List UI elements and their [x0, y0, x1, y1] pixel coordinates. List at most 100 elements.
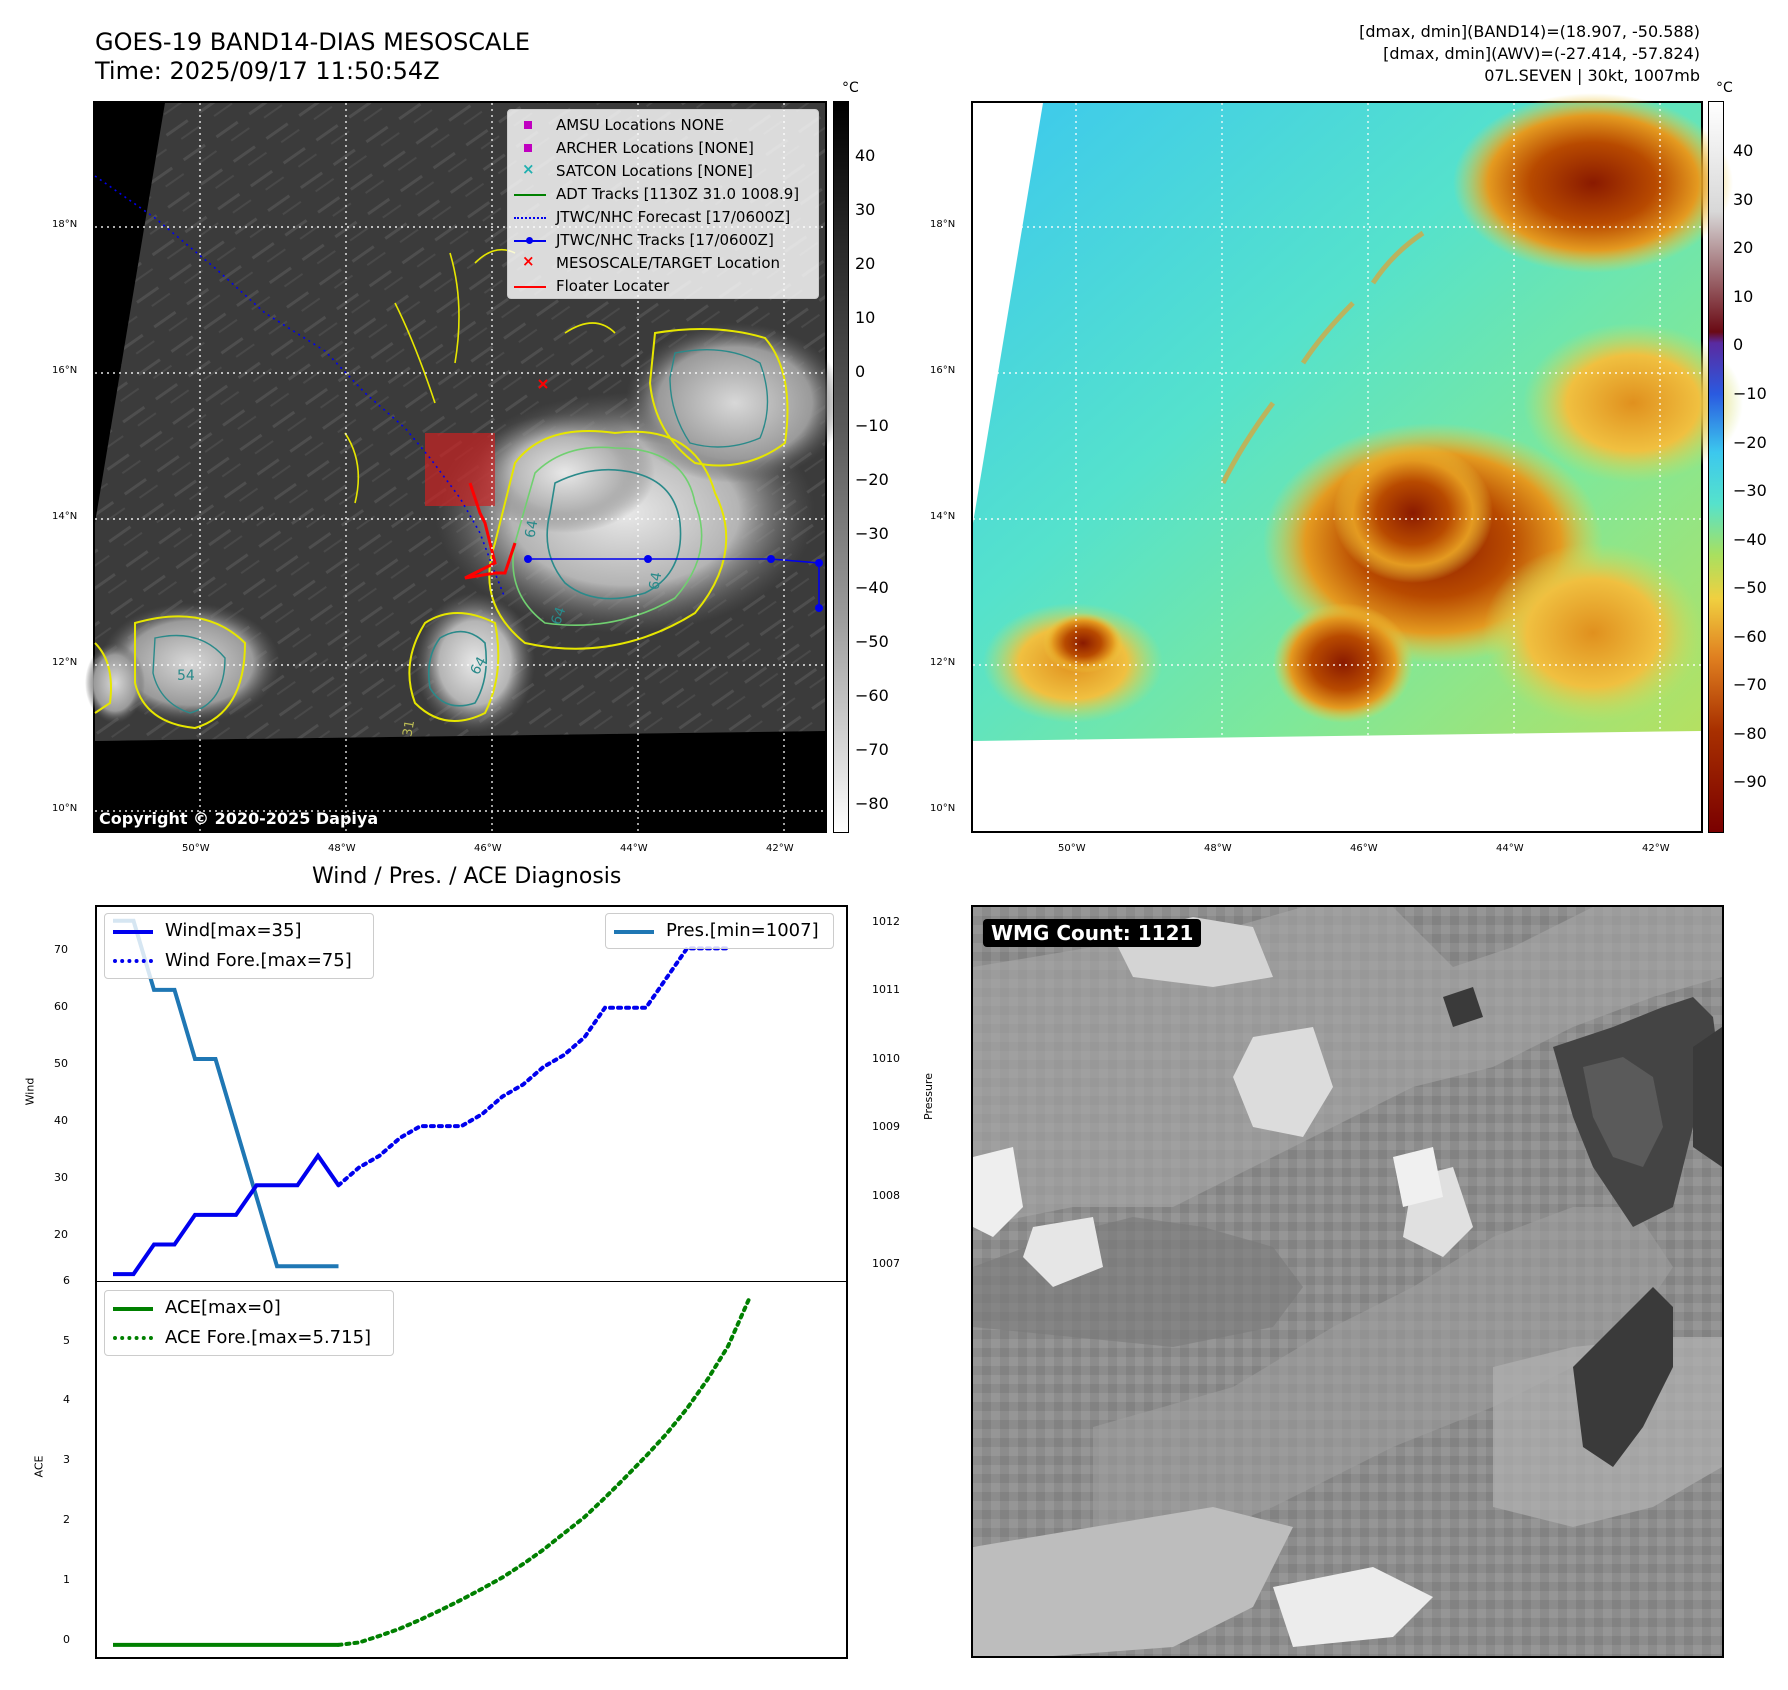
awv-lat-16: 16°N	[930, 365, 956, 376]
magenta-square-icon	[524, 121, 532, 129]
ace-ytick-6: 6	[63, 1274, 70, 1287]
legend-label-adt: ADT Tracks [1130Z 31.0 1008.9]	[556, 185, 800, 203]
awv-colorbar-unit: °C	[1716, 80, 1733, 96]
awv-info-line3: 07L.SEVEN | 30kt, 1007mb	[1484, 66, 1700, 85]
legend-row-tracks: JTWC/NHC Tracks [17/0600Z]	[508, 229, 820, 251]
pres-swatch-icon	[614, 930, 654, 934]
awv-cb-m10: −10	[1733, 384, 1767, 403]
ir-lat-10: 10°N	[52, 803, 78, 814]
awv-lat-10: 10°N	[930, 803, 956, 814]
pres-legend: Pres.[min=1007]	[605, 913, 834, 949]
wmg-count-badge: WMG Count: 1121	[983, 919, 1202, 947]
diag-title: Wind / Pres. / ACE Diagnosis	[312, 864, 622, 889]
wind-ytick-30: 30	[54, 1171, 68, 1184]
ace-plot-frame	[95, 1281, 848, 1659]
ir-cb-m70: −70	[855, 740, 889, 759]
wind-fore-swatch-icon	[113, 959, 153, 963]
ir-cb-10: 10	[855, 308, 876, 327]
ace-ytick-2: 2	[63, 1513, 70, 1526]
ir-colorbar-unit: °C	[842, 80, 859, 96]
ace-ytick-4: 4	[63, 1393, 70, 1406]
legend-row-floater: Floater Locater	[508, 275, 820, 297]
legend-label-archer: ARCHER Locations [NONE]	[556, 139, 754, 157]
wind-ytick-40: 40	[54, 1114, 68, 1127]
ace-ytick-1: 1	[63, 1573, 70, 1586]
contour-label-6: 31	[400, 719, 419, 738]
legend-row-amsu: AMSU Locations NONE	[508, 114, 820, 136]
ir-cb-m60: −60	[855, 686, 889, 705]
awv-cb-m40: −40	[1733, 530, 1767, 549]
ir-lat-16: 16°N	[52, 365, 78, 376]
wind-legend: Wind[max=35] Wind Fore.[max=75]	[104, 913, 374, 979]
legend-label-ace: ACE[max=0]	[165, 1297, 281, 1318]
wind-ytick-60: 60	[54, 1000, 68, 1013]
ir-cb-0: 0	[855, 362, 866, 381]
contour-label-4: 54	[177, 668, 195, 684]
contour-label-2: 64	[646, 570, 666, 592]
ir-lon-50: 50°W	[182, 843, 210, 854]
legend-label-pres: Pres.[min=1007]	[666, 920, 819, 941]
ir-cb-m50: −50	[855, 632, 889, 651]
awv-cb-m60: −60	[1733, 627, 1767, 646]
wind-ylabel: Wind	[23, 1077, 37, 1106]
legend-label-floater: Floater Locater	[556, 277, 670, 295]
awv-map-imagery	[973, 93, 1743, 831]
ir-lat-18: 18°N	[52, 219, 78, 230]
ir-title-line2: Time: 2025/09/17 11:50:54Z	[95, 57, 440, 85]
legend-row-target: × MESOSCALE/TARGET Location	[508, 252, 820, 274]
awv-lat-18: 18°N	[930, 219, 956, 230]
magenta-square-icon	[524, 144, 532, 152]
awv-cb-m70: −70	[1733, 675, 1767, 694]
legend-row-wind-fore: Wind Fore.[max=75]	[105, 948, 375, 974]
ir-lat-12: 12°N	[52, 657, 78, 668]
ir-cb-m10: −10	[855, 416, 889, 435]
ir-cb-m30: −30	[855, 524, 889, 543]
awv-cb-30: 30	[1733, 190, 1754, 209]
awv-cb-40: 40	[1733, 141, 1754, 160]
ir-cb-30: 30	[855, 200, 876, 219]
awv-cb-20: 20	[1733, 238, 1754, 257]
ir-cb-m40: −40	[855, 578, 889, 597]
awv-lon-44: 44°W	[1496, 843, 1524, 854]
legend-label-tracks: JTWC/NHC Tracks [17/0600Z]	[556, 231, 774, 249]
ace-legend: ACE[max=0] ACE Fore.[max=5.715]	[104, 1290, 394, 1356]
legend-label-forecast: JTWC/NHC Forecast [17/0600Z]	[556, 208, 791, 226]
pres-ytick-1007: 1007	[872, 1257, 900, 1270]
awv-cb-m20: −20	[1733, 433, 1767, 452]
awv-lat-14: 14°N	[930, 511, 956, 522]
green-line-icon	[514, 194, 546, 196]
awv-map	[971, 93, 1743, 833]
legend-row-wind: Wind[max=35]	[105, 918, 375, 944]
awv-cb-0: 0	[1733, 335, 1744, 354]
ir-cb-m20: −20	[855, 470, 889, 489]
blue-dotted-line-icon	[514, 217, 546, 219]
ir-cb-20: 20	[855, 254, 876, 273]
ir-lat-14: 14°N	[52, 511, 78, 522]
ir-title-line1: GOES-19 BAND14-DIAS MESOSCALE	[95, 28, 531, 56]
wind-series-line	[113, 1152, 341, 1277]
awv-cb-m80: −80	[1733, 724, 1767, 743]
awv-info-line2: [dmax, dmin](AWV)=(-27.414, -57.824)	[1383, 44, 1700, 63]
awv-cb-m90: −90	[1733, 772, 1767, 791]
cyan-x-icon: ×	[522, 160, 535, 178]
red-line-icon	[514, 286, 546, 288]
pres-ytick-1010: 1010	[872, 1052, 900, 1065]
legend-label-ace-fore: ACE Fore.[max=5.715]	[165, 1327, 372, 1348]
ir-cb-m80: −80	[855, 794, 889, 813]
awv-cb-m50: −50	[1733, 578, 1767, 597]
legend-label-amsu: AMSU Locations NONE	[556, 116, 725, 134]
ir-lon-42: 42°W	[766, 843, 794, 854]
ir-map: 64 64 64 54 64 31 Copyright © 2020-2025 …	[85, 101, 845, 833]
ace-ytick-3: 3	[63, 1453, 70, 1466]
pres-ylabel: Pressure	[921, 1073, 935, 1120]
ir-lon-48: 48°W	[328, 843, 356, 854]
wind-swatch-icon	[113, 930, 153, 934]
legend-row-archer: ARCHER Locations [NONE]	[508, 137, 820, 159]
wind-forecast-series-line	[336, 946, 730, 1188]
red-x-icon: ×	[522, 252, 535, 270]
legend-row-ace-fore: ACE Fore.[max=5.715]	[105, 1325, 395, 1351]
ace-fore-swatch-icon	[113, 1336, 153, 1340]
wind-ytick-70: 70	[54, 943, 68, 956]
awv-lon-46: 46°W	[1350, 843, 1378, 854]
awv-lat-12: 12°N	[930, 657, 956, 668]
